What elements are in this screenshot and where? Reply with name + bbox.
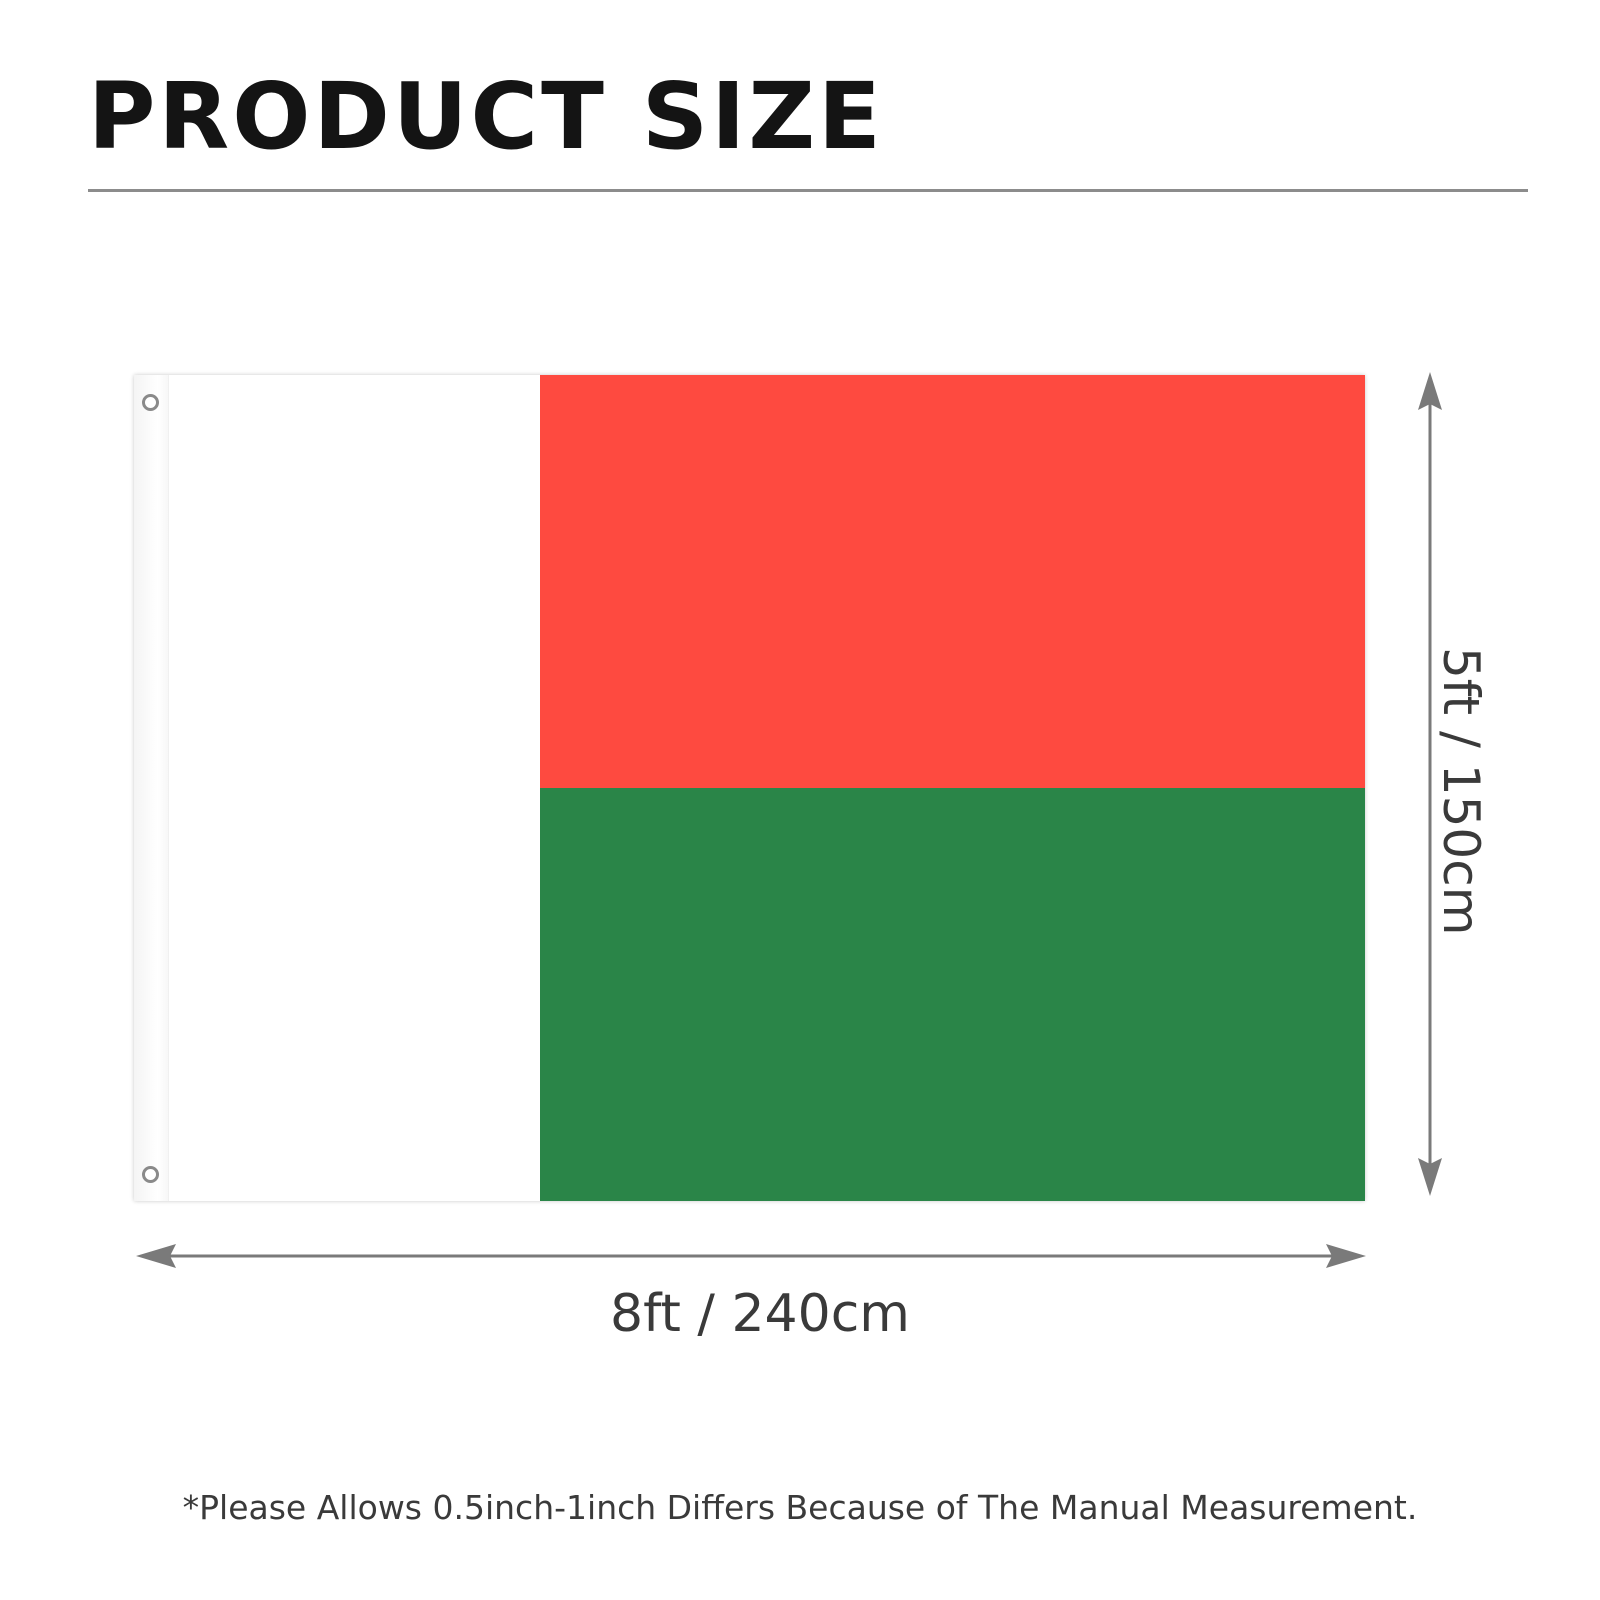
flag-sleeve	[134, 375, 169, 1201]
height-dimension-label: 5ft / 150cm	[1432, 647, 1490, 936]
width-arrow-icon	[136, 1244, 1366, 1268]
title-divider	[88, 189, 1528, 192]
measurement-disclaimer: *Please Allows 0.5inch-1inch Differs Bec…	[182, 1488, 1418, 1527]
grommet-icon	[142, 394, 159, 411]
flag-green-band	[540, 788, 1365, 1201]
page-title: PRODUCT SIZE	[88, 63, 884, 170]
flag-white-band	[134, 375, 540, 1201]
flag-red-band	[540, 375, 1365, 788]
height-arrow-icon	[1418, 372, 1442, 1196]
grommet-icon	[142, 1166, 159, 1183]
flag-image	[134, 375, 1365, 1201]
width-dimension-label: 8ft / 240cm	[610, 1284, 910, 1344]
